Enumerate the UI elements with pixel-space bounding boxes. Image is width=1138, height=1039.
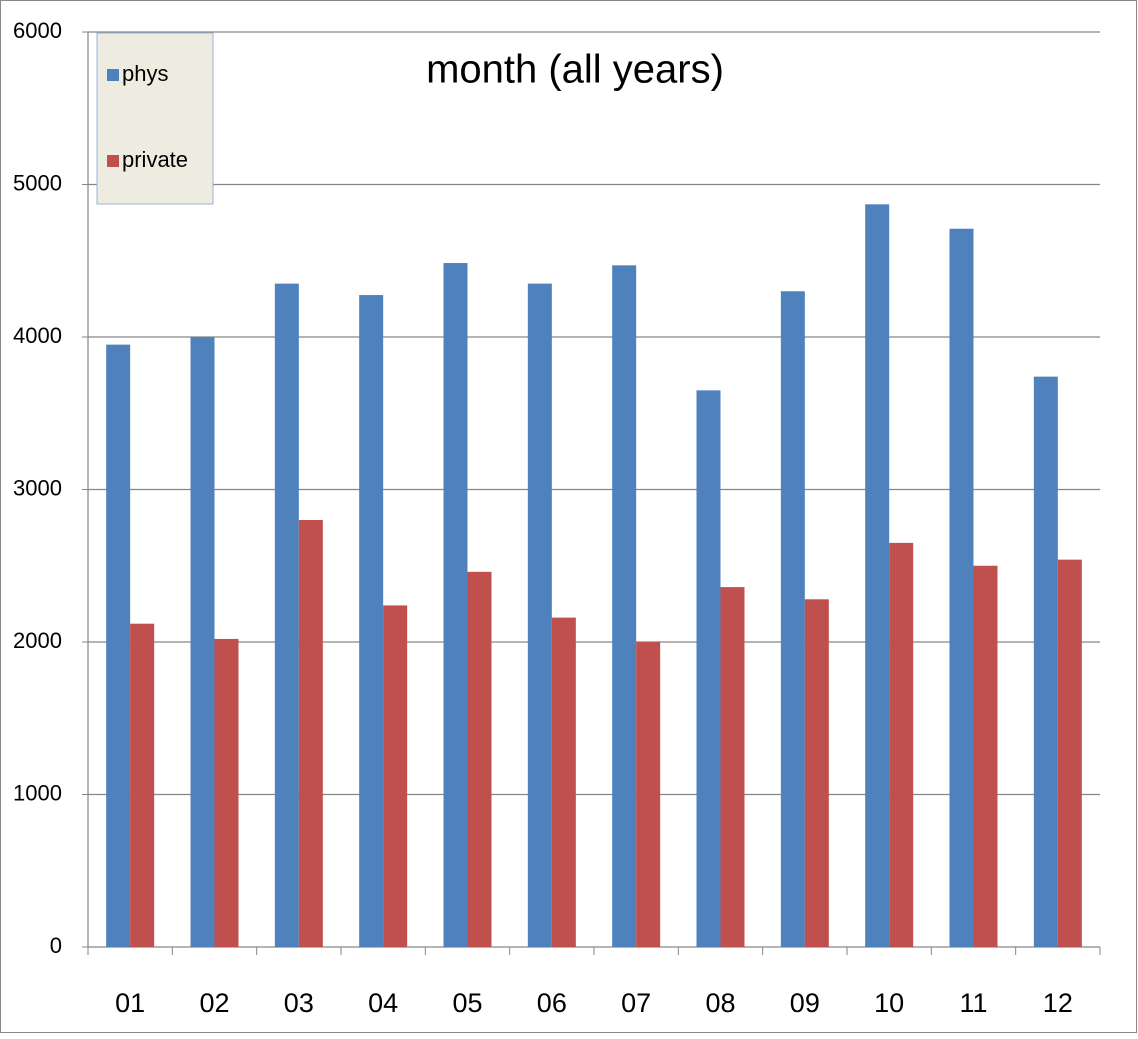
- y-tick-label: 3000: [13, 475, 62, 500]
- legend-label: private: [122, 147, 188, 172]
- x-tick-label: 12: [1043, 988, 1073, 1018]
- x-tick-label: 06: [537, 988, 567, 1018]
- x-tick-label: 02: [199, 988, 229, 1018]
- legend-swatch: [107, 69, 119, 81]
- legend-box: [96, 32, 214, 205]
- bar: [889, 542, 914, 947]
- legend-swatch: [107, 155, 119, 167]
- bar: [973, 565, 998, 947]
- y-tick-label: 1000: [13, 780, 62, 805]
- bar: [636, 642, 661, 947]
- y-tick-label: 4000: [13, 323, 62, 348]
- chart-title: month (all years): [426, 48, 724, 92]
- bar: [467, 571, 492, 947]
- bar: [298, 520, 323, 947]
- x-tick-label: 01: [115, 988, 145, 1018]
- bar: [383, 605, 408, 947]
- x-tick-label: 08: [705, 988, 735, 1018]
- x-tick-label: 10: [874, 988, 904, 1018]
- x-tick-label: 09: [790, 988, 820, 1018]
- y-tick-label: 5000: [13, 170, 62, 195]
- bar: [949, 228, 974, 948]
- x-tick-label: 11: [959, 988, 987, 1018]
- legend-label: phys: [122, 61, 168, 86]
- y-tick-label: 2000: [13, 628, 62, 653]
- bar: [1057, 559, 1082, 947]
- y-tick-label: 0: [50, 933, 62, 958]
- bar: [696, 390, 721, 947]
- bar: [1033, 376, 1058, 947]
- bar: [443, 263, 468, 948]
- bar: [190, 337, 215, 947]
- x-tick-label: 05: [452, 988, 482, 1018]
- x-tick-label: 04: [368, 988, 398, 1018]
- x-tick-label: 07: [621, 988, 651, 1018]
- bar: [106, 344, 131, 947]
- bar: [804, 599, 829, 947]
- bar: [612, 265, 637, 947]
- bar: [865, 204, 890, 947]
- bar: [780, 291, 805, 947]
- bar: [359, 295, 384, 947]
- bar: [214, 638, 239, 947]
- bar: [527, 283, 552, 947]
- y-tick-label: 6000: [13, 18, 62, 43]
- bar: [130, 623, 155, 947]
- bar: [551, 617, 576, 947]
- bar: [274, 283, 299, 947]
- bar: [720, 587, 745, 947]
- x-tick-label: 03: [284, 988, 314, 1018]
